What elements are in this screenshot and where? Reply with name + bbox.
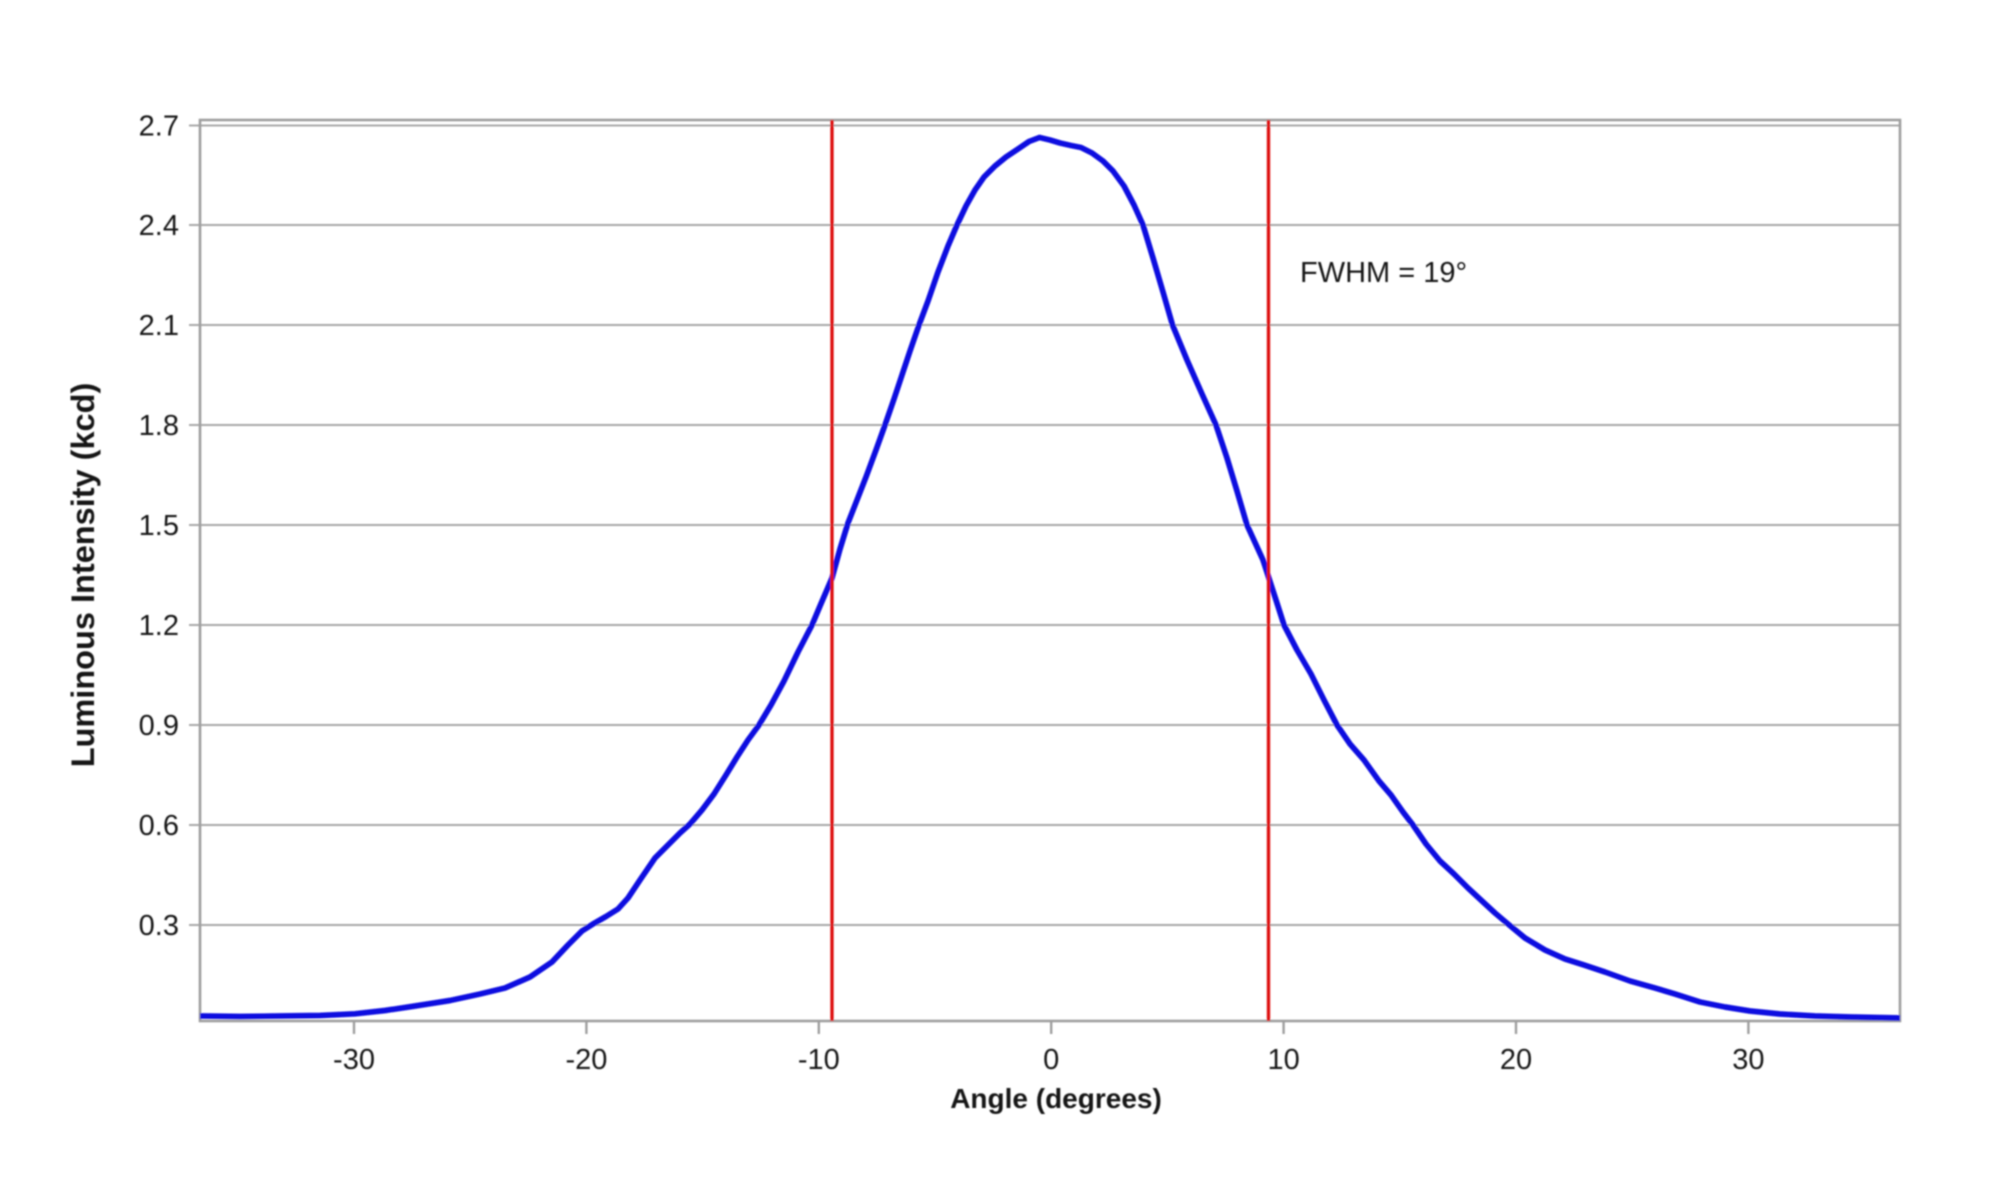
svg-text:30: 30	[1732, 1044, 1764, 1076]
svg-text:-30: -30	[333, 1044, 375, 1076]
svg-text:Angle (degrees): Angle (degrees)	[950, 1083, 1162, 1114]
svg-text:Luminous Intensity (kcd): Luminous Intensity (kcd)	[65, 383, 101, 768]
svg-text:0: 0	[1043, 1044, 1059, 1076]
svg-text:-20: -20	[565, 1044, 607, 1076]
svg-text:0.6: 0.6	[139, 810, 179, 842]
svg-text:-10: -10	[798, 1044, 840, 1076]
svg-text:20: 20	[1500, 1044, 1532, 1076]
svg-text:1.2: 1.2	[139, 610, 179, 642]
svg-text:0.3: 0.3	[139, 910, 179, 942]
svg-text:2.1: 2.1	[139, 310, 179, 342]
svg-text:1.8: 1.8	[139, 410, 179, 442]
svg-text:2.4: 2.4	[139, 210, 179, 242]
svg-text:0.9: 0.9	[139, 710, 179, 742]
svg-text:10: 10	[1267, 1044, 1299, 1076]
svg-text:1.5: 1.5	[139, 510, 179, 542]
svg-text:FWHM = 19°: FWHM = 19°	[1300, 257, 1467, 289]
svg-text:2.7: 2.7	[139, 111, 179, 143]
